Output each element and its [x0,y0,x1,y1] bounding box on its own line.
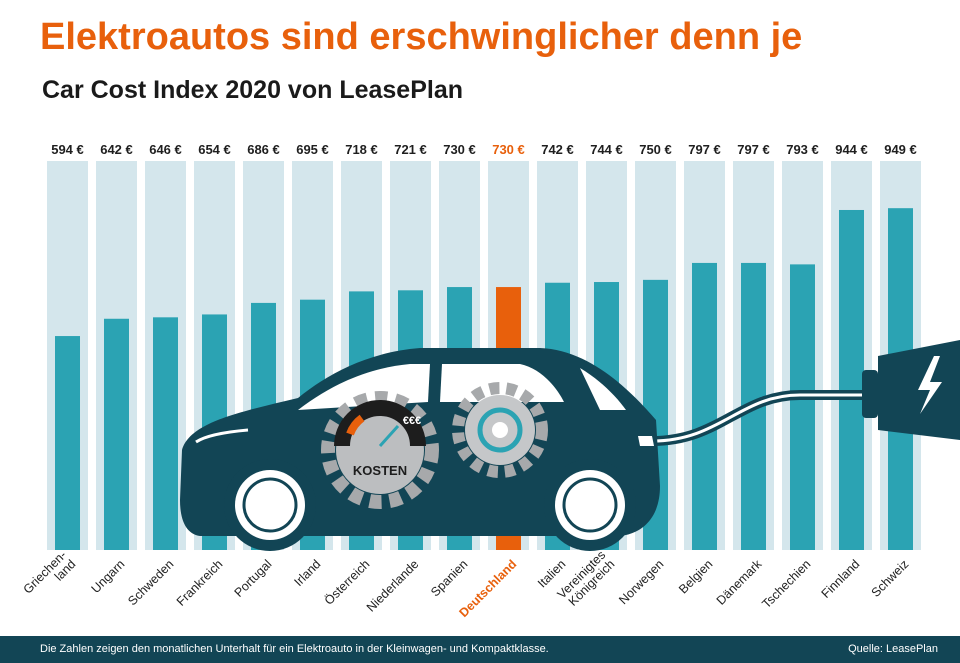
car-wheel-icon [544,459,636,551]
category-label-line: Frankreich [174,557,226,609]
category-label-line: Irland [291,557,323,589]
value-label: 594 € [51,142,84,157]
car-window [440,364,564,402]
category-label-line: Tschechien [759,557,813,611]
category-label: Schweiz [869,557,912,600]
value-label: 797 € [688,142,721,157]
value-label: 721 € [394,142,427,157]
category-label: Frankreich [174,557,226,609]
category-label-line: Norwegen [616,557,666,607]
bar-chart: 594 € 642 € 646 € 654 € 686 € 695 € 718 € 721 €… [21,142,960,620]
lightning-bolt-icon [918,356,942,414]
category-label: Spanien [428,557,470,599]
footer-note: Die Zahlen zeigen den monatlichen Unterh… [40,643,549,655]
category-label: Griechen-land [21,548,79,597]
category-label: Irland [291,557,323,589]
value-label: 949 € [884,142,917,157]
footer: Die Zahlen zeigen den monatlichen Unterh… [0,636,960,663]
value-label: 646 € [149,142,182,157]
bar [839,209,864,551]
category-label: Österreich [322,557,373,608]
gear-icon [452,382,548,478]
value-label: 642 € [100,142,133,157]
value-label: 750 € [639,142,672,157]
category-label: Portugal [232,557,275,600]
gauge-euro-symbols: €€€ [403,415,421,427]
category-label-line: Österreich [322,557,373,608]
category-label-line: Schweiz [869,557,912,600]
category-label-line: Spanien [428,557,470,599]
category-label: Dänemark [714,557,765,608]
category-label: Schweden [125,557,176,608]
category-label: Belgien [676,557,715,596]
value-label: 793 € [786,142,819,157]
value-label: 718 € [345,142,378,157]
bar [104,318,129,550]
category-label: Norwegen [616,557,666,607]
gear-icon: €€€ KOSTEN [321,391,439,509]
chart-title: Elektroautos sind erschwinglicher denn j… [40,16,803,58]
electric-car-illustration: €€€ KOSTEN [180,340,960,551]
category-label: Tschechien [759,557,813,611]
category-label-line: Belgien [676,557,715,596]
chart-subtitle: Car Cost Index 2020 von LeasePlan [42,76,464,104]
charging-plug-icon [862,340,960,440]
category-label: Finnland [819,557,863,601]
category-label-line: Ungarn [89,557,128,596]
value-labels: 594 € 642 € 646 € 654 € 686 € 695 € 718 € 721 €… [51,142,917,157]
value-label: 944 € [835,142,868,157]
value-label: 654 € [198,142,231,157]
category-label-line: Finnland [819,557,863,601]
value-label: 730 € [443,142,476,157]
value-label: 744 € [590,142,623,157]
source-credit: Quelle: LeasePlan [848,643,938,655]
value-label: 686 € [247,142,280,157]
value-label: 797 € [737,142,770,157]
bar [692,262,717,550]
bar [790,264,815,550]
category-label-line: Niederlande [364,557,422,615]
bar [153,317,178,550]
value-label: 695 € [296,142,329,157]
car-window [580,368,626,410]
gauge-label: KOSTEN [353,463,407,478]
category-label-line: Portugal [232,557,275,600]
category-label-line: Schweden [125,557,176,608]
cost-gauge-icon [334,400,426,447]
car-wheel-icon [224,459,316,551]
category-label-line: Dänemark [714,557,765,608]
bar [55,336,80,550]
value-label: 730 € [492,142,525,157]
category-label: Ungarn [89,557,128,596]
category-label: Niederlande [364,557,422,615]
value-label: 742 € [541,142,574,157]
